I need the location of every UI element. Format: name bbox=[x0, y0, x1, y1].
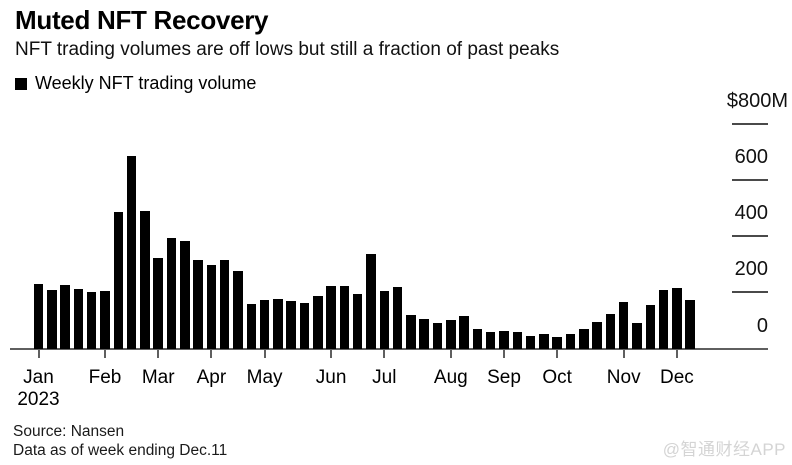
bar-week-40 bbox=[552, 336, 562, 349]
bar-week-3 bbox=[60, 284, 70, 349]
x-axis-line bbox=[10, 348, 768, 350]
bar-week-48 bbox=[658, 289, 669, 349]
bar-week-15 bbox=[219, 259, 230, 349]
y-tick-dash-800 bbox=[732, 122, 768, 125]
bar-week-30 bbox=[419, 319, 429, 349]
bar-week-4 bbox=[73, 289, 84, 349]
bar-week-41 bbox=[565, 333, 576, 349]
x-tick-label-jul: Jul bbox=[372, 367, 397, 388]
bar-week-28 bbox=[392, 286, 403, 349]
x-tick-apr bbox=[210, 350, 213, 358]
legend-swatch-icon bbox=[15, 77, 27, 90]
bar-week-50 bbox=[685, 300, 695, 349]
bar-week-19 bbox=[273, 299, 283, 349]
bar-week-43 bbox=[592, 322, 602, 349]
y-tick-label-400: 400 bbox=[734, 202, 768, 224]
bar-week-16 bbox=[233, 271, 243, 349]
bar-week-12 bbox=[180, 240, 190, 349]
bar-week-24 bbox=[339, 286, 350, 349]
x-tick-mar bbox=[157, 350, 160, 358]
legend-label: Weekly NFT trading volume bbox=[35, 73, 257, 93]
x-tick-jul bbox=[383, 350, 386, 358]
bar-week-7 bbox=[113, 212, 124, 349]
legend: Weekly NFT trading volume bbox=[15, 73, 256, 94]
bar-week-5 bbox=[86, 292, 97, 349]
bar-week-49 bbox=[672, 288, 682, 349]
x-tick-label-nov: Nov bbox=[606, 367, 641, 388]
bar-week-25 bbox=[352, 293, 363, 349]
x-tick-label-may: May bbox=[246, 367, 283, 388]
bar-week-23 bbox=[326, 286, 336, 349]
x-tick-oct bbox=[556, 350, 559, 358]
x-tick-sep bbox=[503, 350, 505, 358]
bar-week-39 bbox=[539, 333, 549, 349]
x-tick-label-jun: Jun bbox=[315, 367, 347, 388]
source-note: Source: Nansen bbox=[13, 423, 125, 440]
x-tick-label-jan: Jan bbox=[23, 367, 54, 388]
bar-week-17 bbox=[246, 303, 257, 349]
x-tick-label-aug: Aug bbox=[433, 367, 468, 388]
bar-week-6 bbox=[100, 290, 110, 349]
bar-week-22 bbox=[313, 295, 323, 349]
bar-week-8 bbox=[126, 155, 137, 349]
x-axis-year-label: 2023 bbox=[17, 389, 60, 410]
x-tick-dec bbox=[675, 350, 678, 358]
bar-week-38 bbox=[525, 335, 536, 349]
chart-subtitle: NFT trading volumes are off lows but sti… bbox=[15, 39, 560, 60]
bar-week-2 bbox=[47, 290, 57, 349]
y-tick-label-800: $800M bbox=[726, 89, 788, 112]
bar-week-26 bbox=[366, 254, 376, 349]
x-tick-nov bbox=[622, 350, 625, 358]
bar-week-14 bbox=[206, 264, 217, 349]
bar-week-13 bbox=[193, 260, 203, 349]
bar-week-34 bbox=[472, 329, 483, 349]
bar-week-9 bbox=[140, 210, 150, 349]
x-tick-label-dec: Dec bbox=[659, 367, 694, 388]
bar-week-10 bbox=[153, 258, 163, 349]
x-tick-feb bbox=[104, 350, 106, 358]
x-tick-label-mar: Mar bbox=[141, 367, 175, 388]
x-tick-label-oct: Oct bbox=[542, 367, 572, 388]
y-tick-dash-400 bbox=[732, 235, 768, 237]
bar-week-47 bbox=[645, 305, 656, 349]
x-tick-jan bbox=[37, 350, 40, 358]
y-tick-label-0: 0 bbox=[756, 314, 768, 337]
bar-week-44 bbox=[605, 314, 616, 349]
bar-week-36 bbox=[499, 331, 509, 349]
data-as-of-note: Data as of week ending Dec.11 bbox=[13, 442, 228, 459]
bar-week-37 bbox=[512, 331, 523, 349]
bar-week-21 bbox=[299, 302, 310, 349]
x-tick-jun bbox=[330, 350, 333, 358]
chart-title: Muted NFT Recovery bbox=[15, 5, 269, 35]
x-tick-aug bbox=[449, 350, 452, 358]
x-tick-label-feb: Feb bbox=[88, 367, 122, 388]
x-tick-may bbox=[263, 350, 266, 358]
bar-week-11 bbox=[166, 238, 177, 349]
bar-week-18 bbox=[259, 300, 270, 349]
bar-week-27 bbox=[379, 290, 390, 349]
bar-week-32 bbox=[446, 320, 456, 349]
y-tick-label-200: 200 bbox=[734, 258, 768, 281]
bar-week-33 bbox=[459, 315, 469, 349]
x-tick-label-sep: Sep bbox=[487, 367, 521, 388]
bar-week-45 bbox=[618, 301, 629, 349]
watermark: @智通财经APP bbox=[662, 440, 786, 459]
bar-week-29 bbox=[406, 315, 416, 349]
bar-week-1 bbox=[33, 283, 44, 349]
bar-week-35 bbox=[485, 332, 496, 349]
footer: Source: Nansen Data as of week ending De… bbox=[13, 422, 227, 460]
bar-week-46 bbox=[632, 322, 642, 349]
bar-week-31 bbox=[432, 323, 443, 349]
bar-week-20 bbox=[286, 300, 296, 349]
y-tick-dash-200 bbox=[732, 291, 768, 294]
bar-week-42 bbox=[579, 328, 589, 349]
y-tick-dash-600 bbox=[732, 178, 768, 181]
y-tick-label-600: 600 bbox=[734, 145, 768, 168]
x-tick-label-apr: Apr bbox=[196, 367, 227, 388]
